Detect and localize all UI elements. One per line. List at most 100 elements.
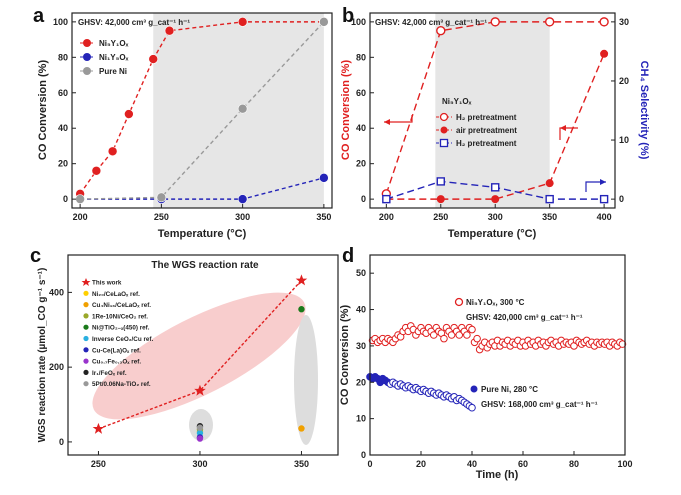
panel-a-point-2-1: [156, 192, 167, 203]
panel-d-point-0-24: [429, 331, 438, 339]
panel-d-xtick-label-0: 0: [367, 459, 372, 469]
legend-a-label-2: Pure Ni: [99, 67, 127, 76]
panel-b-line-0: [385, 21, 605, 195]
panel-d-xtick-label-3: 60: [518, 459, 528, 469]
panel-c-350-cluster-highlight: [294, 315, 318, 445]
panel-c-legend-label-6: Cu-Ce(La)Oₓ ref.: [92, 347, 141, 354]
panel-c-point-0-1: [194, 384, 206, 396]
panel-d-legend-ni5y1: Ni₅Y₁Oₓ, 300 °C GHSV: 420,000 cm³ g_cat⁻…: [454, 297, 583, 322]
panel-c-xtick-label-0: 250: [91, 459, 106, 469]
panel-b-point-1-3: [545, 179, 554, 188]
panel-a-ghsv-annotation: GHSV: 42,000 cm³ g_cat⁻¹ h⁻¹: [78, 18, 190, 27]
panel-c-legend-marker-9: [83, 381, 89, 387]
panel-a-point-0-3: [124, 109, 134, 119]
panel-c-frame: [67, 254, 339, 456]
panel-d-ytick-label-2: 20: [356, 377, 366, 387]
panel-c-legend-marker-0: [81, 278, 91, 286]
panel-c-ytick-label-0: 0: [59, 437, 64, 447]
panel-c-legend-label-8: Ir₁/FeOₓ ref.: [92, 370, 127, 377]
panel-a-line-ni1y5ox: [80, 177, 325, 200]
panel-c-legend-marker-5: [83, 335, 89, 342]
panel-a-point-0-5: [164, 25, 175, 36]
panel-b-arrow-left: [384, 115, 413, 123]
panel-b-xtick-label-1: 250: [433, 212, 448, 222]
panel-a-point-2-0: [75, 194, 85, 204]
panel-c-legend-label-5: Inverse CeO₂/Cu ref.: [92, 336, 153, 343]
panel-d-xtick-label-4: 80: [569, 459, 579, 469]
panel-b-xtick-label-3: 350: [542, 212, 557, 222]
panel-d-ytick-label-3: 30: [356, 341, 366, 351]
panel-a-point-2-3: [319, 17, 329, 27]
panel-c-legend-marker-1: [83, 290, 89, 296]
panel-b-point-0-1: [436, 26, 446, 36]
panel-c-ylabel: WGS reaction rate (µmol_CO g⁻¹ s⁻¹): [37, 268, 48, 443]
panel-d-ytick-label-5: 50: [356, 268, 366, 278]
panel-b-point-1-2: [491, 195, 500, 204]
panel-label-b: b: [342, 5, 354, 27]
panel-c-title: The WGS reaction rate: [151, 260, 259, 271]
panel-c-legend-label-7: Cu₀.₇Fe₀.₃Oₓ ref.: [92, 359, 141, 366]
panel-c-legend-label-4: Ni@TiO₂₋ₓ(450) ref.: [92, 325, 150, 332]
panel-a-point-1-2: [237, 194, 248, 204]
panel-c-ytick-label-1: 200: [49, 362, 64, 372]
panel-c-point-2-0: [298, 425, 305, 432]
panel-b-ytick-label-3: 60: [356, 88, 366, 98]
panel-b-point-0-4: [599, 17, 609, 27]
panel-d-xlabel: Time (h): [476, 469, 519, 481]
panel-d-annotation-1-line2: GHSV: 168,000 cm³ g_cat⁻¹ h⁻¹: [481, 400, 598, 409]
panel-label-d: d: [342, 245, 354, 267]
panel-a-line-ni5y1ox: [79, 21, 324, 195]
panel-b-ytick-label-1: 20: [356, 159, 366, 169]
panel-a-ytick-label-0: 0: [63, 194, 68, 204]
panel-d-ytick-label-4: 40: [356, 305, 366, 315]
panel-d-point-0-39: [468, 325, 476, 334]
panel-a-legend: Ni₅Y₁Oₓ Ni₁Y₅Oₓ Pure Ni: [80, 39, 129, 76]
panel-c-legend: This work Ni₂₀/CeLaOₓ ref. Cu₄Ni₁₆/CeLaOₓ …: [81, 278, 153, 388]
panel-b-xtick-label-0: 200: [379, 212, 394, 222]
legend-a-marker-0: [83, 39, 91, 47]
panel-a-point-0-1: [91, 165, 102, 176]
panel-d-chart: 0 20 40 60 80 100 0 10 20 30 40 50 Ni₅Y₁Oₓ, 300 °C…: [339, 254, 633, 481]
panel-b-frame: [369, 12, 616, 209]
panel-c-this-work-highlight: [92, 292, 306, 420]
panel-d-ytick-label-1: 10: [356, 414, 366, 424]
panel-b-ytick-label-5: 100: [351, 17, 366, 27]
panel-c-point-5-0: [196, 429, 204, 437]
panel-b-ytick-label-2: 40: [356, 123, 366, 133]
panel-b-arrowhead-middle: [560, 125, 566, 131]
panel-c-legend-label-3: 1Re-10Ni/CeO₂ ref.: [92, 313, 148, 320]
panel-b-point-0-3: [544, 17, 555, 27]
panel-b-ylabel-right: CH₄ Selectivity (%): [638, 61, 650, 160]
panel-b-ytick-right-label-3: 30: [619, 17, 629, 27]
panel-c-point-7-0: [196, 435, 204, 442]
legend-b-label-0: H₂ pretreatment: [456, 113, 517, 122]
panel-b-ytick-right-label-1: 10: [619, 135, 629, 145]
panel-b-point-2-0: [382, 194, 391, 204]
panel-c-legend-marker-7: [83, 358, 89, 364]
legend-b-label-2: H₂ pretreatment: [456, 139, 517, 148]
panel-d-annotation-1-line1: Pure Ni, 280 °C: [481, 385, 538, 394]
panel-d-frame: [369, 254, 626, 456]
panel-a-point-0-2: [107, 146, 118, 157]
panel-a-ytick-label-1: 20: [58, 159, 68, 169]
panel-b-point-1-4: [600, 49, 609, 58]
legend-d-marker-0: [454, 297, 464, 307]
panel-a-ytick-label-5: 100: [53, 17, 68, 27]
panel-b-arrow-right: [585, 181, 606, 192]
panel-c-legend-marker-3: [83, 313, 89, 319]
panel-a-chart: 200 250 300 350 0 20 40 60 80 100 GHSV: 42,000 c…: [37, 12, 333, 240]
panel-d-point-0-41: [473, 334, 481, 343]
panel-c-ytick-label-2: 400: [49, 287, 64, 297]
panel-b-chart: 200 250 300 350 400 0 20 40 60 80 100 0 10 20 30 GHS…: [340, 12, 650, 240]
panel-b-point-2-4: [599, 194, 609, 204]
panel-a-xtick-label-0: 200: [73, 212, 88, 222]
panel-d-point-0-34: [455, 331, 464, 339]
panel-b-ghsv-annotation: GHSV: 42,000 cm³ g_cat⁻¹ h⁻¹: [375, 18, 487, 27]
panel-a-xtick-label-1: 250: [154, 212, 169, 222]
panel-b-point-2-2: [491, 183, 500, 192]
legend-b-marker-2: [439, 138, 449, 148]
panel-a-ytick-label-3: 60: [58, 88, 68, 98]
panel-c-point-4-0: [298, 306, 305, 313]
